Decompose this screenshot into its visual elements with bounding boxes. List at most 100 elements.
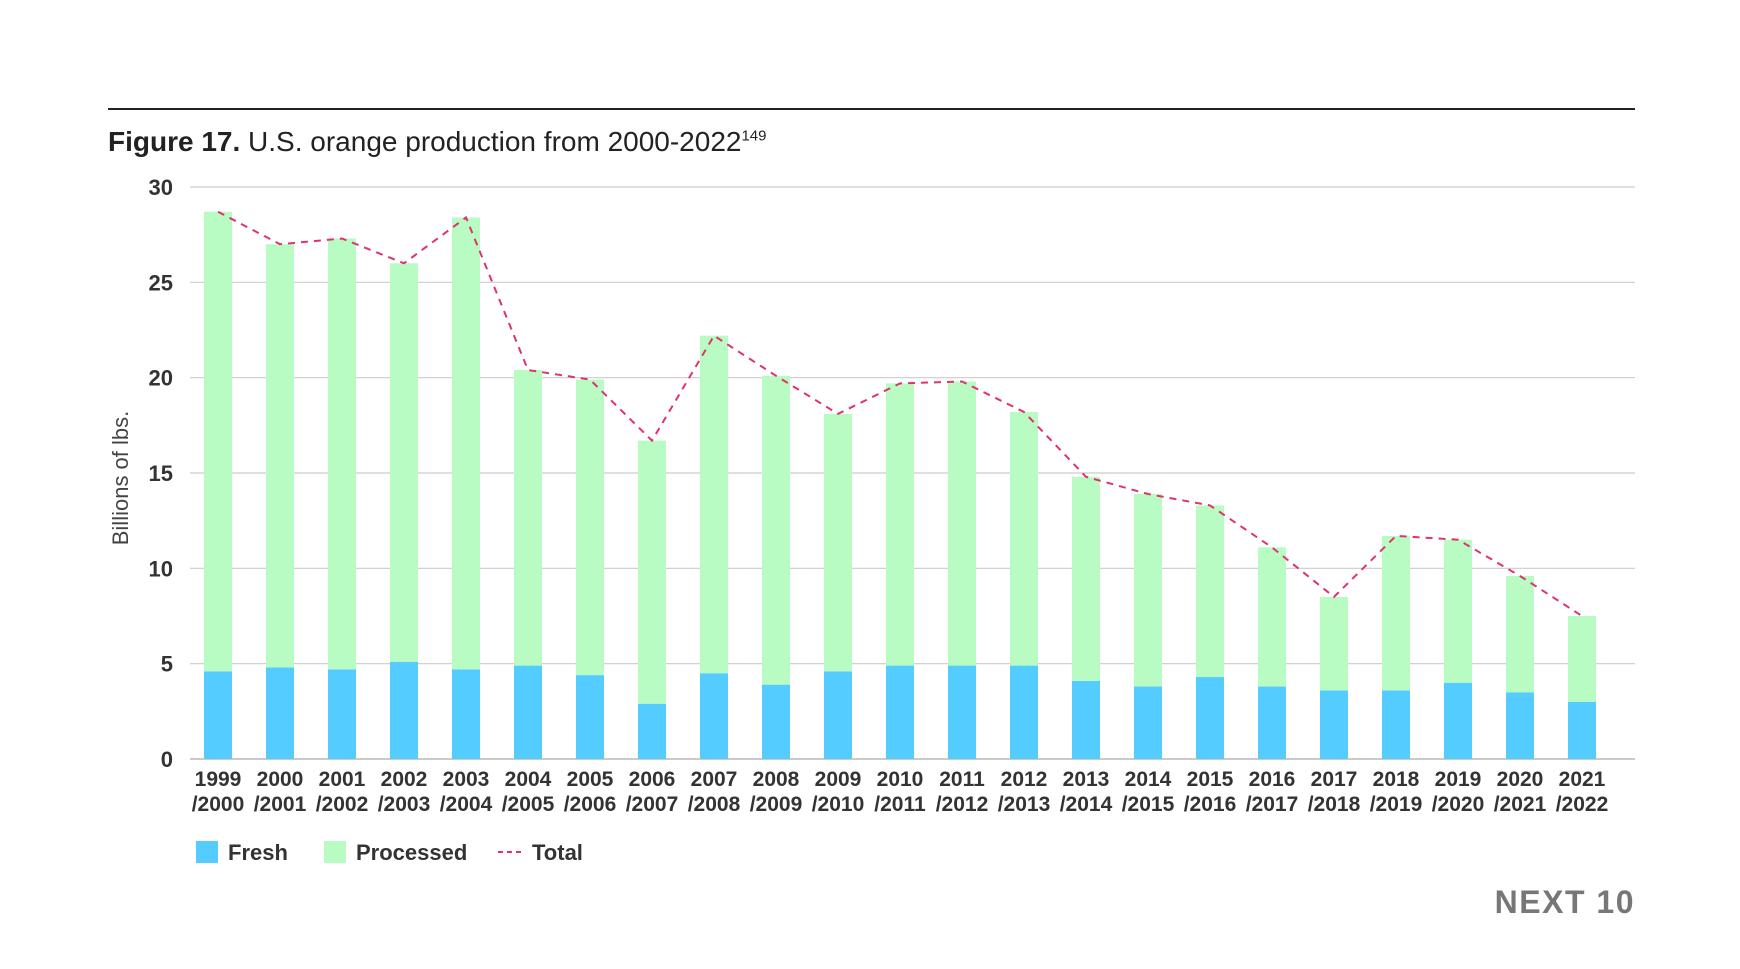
x-tick-label-year: 2003 [443, 768, 490, 791]
total-line-group [217, 210, 1583, 617]
total-line [217, 210, 1583, 617]
x-tick-label-season: /2003 [378, 793, 431, 816]
bar-processed-3 [390, 263, 418, 662]
x-tick-label-season: /2001 [254, 793, 307, 816]
y-tick-label: 0 [161, 747, 173, 772]
bar-fresh-16 [1196, 677, 1224, 759]
figure-title-text: U.S. orange production from 2000-2022 [248, 126, 742, 157]
top-rule [108, 108, 1635, 110]
x-tick-label-year: 2016 [1249, 768, 1296, 791]
legend: Fresh Processed Total [196, 840, 583, 865]
bar-processed-21 [1506, 575, 1534, 693]
bar-processed-19 [1382, 535, 1410, 691]
legend-swatch-fresh [196, 841, 218, 863]
bar-fresh-10 [824, 671, 852, 759]
y-tick-label: 15 [149, 461, 173, 486]
x-tick-label-season: /2008 [688, 793, 741, 816]
figure-label: Figure 17. [108, 126, 241, 157]
x-tick-label-season: /2021 [1494, 793, 1547, 816]
y-tick-label: 25 [149, 270, 173, 295]
bar-fresh-14 [1072, 680, 1100, 759]
bar-processed-4 [452, 217, 480, 670]
x-tick-label-year: 2014 [1125, 768, 1172, 791]
bars [204, 211, 1596, 759]
y-tick-label: 30 [149, 175, 173, 200]
x-tick-label-year: 2000 [257, 768, 304, 791]
x-tick-label-year: 2012 [1001, 768, 1048, 791]
bar-fresh-8 [700, 673, 728, 759]
x-tick-label-season: /2015 [1122, 793, 1175, 816]
bar-fresh-21 [1506, 692, 1534, 759]
x-tick-label-year: 2015 [1187, 768, 1234, 791]
bar-fresh-5 [514, 665, 542, 759]
bar-processed-15 [1134, 493, 1162, 687]
x-tick-label-season: /2014 [1060, 793, 1113, 816]
x-tick-label-year: 2002 [381, 768, 428, 791]
bar-processed-14 [1072, 476, 1100, 681]
y-tick-label: 20 [149, 366, 173, 391]
x-tick-label-season: /2020 [1432, 793, 1485, 816]
x-tick-label-season: /2004 [440, 793, 493, 816]
x-tick-label-season: /2017 [1246, 793, 1299, 816]
x-tick-label-year: 2004 [505, 768, 552, 791]
bar-fresh-20 [1444, 682, 1472, 759]
bar-processed-10 [824, 413, 852, 672]
x-tick-label-season: /2009 [750, 793, 803, 816]
brand-logo: NEXT 10 [1494, 884, 1635, 920]
bar-fresh-17 [1258, 686, 1286, 759]
x-tick-label-season: /2019 [1370, 793, 1423, 816]
bar-fresh-2 [328, 669, 356, 759]
x-tick-label-year: 2010 [877, 768, 924, 791]
x-tick-label-year: 2017 [1311, 768, 1358, 791]
x-tick-label-season: /2022 [1556, 793, 1609, 816]
bar-processed-20 [1444, 539, 1472, 683]
legend-swatch-processed [324, 841, 346, 863]
bar-fresh-12 [948, 665, 976, 759]
x-tick-label-season: /2016 [1184, 793, 1237, 816]
x-tick-label-season: /2018 [1308, 793, 1361, 816]
bar-processed-11 [886, 383, 914, 666]
x-tick-label-year: 2020 [1497, 768, 1544, 791]
bar-processed-0 [204, 211, 232, 672]
bar-fresh-0 [204, 671, 232, 759]
x-tick-label-season: /2000 [192, 793, 245, 816]
x-tick-label-year: 2011 [939, 768, 985, 791]
x-tick-label-season: /2013 [998, 793, 1051, 816]
x-tick-label-year: 2005 [567, 768, 614, 791]
x-axis-ticks: 1999/2000 2000/2001 2001/2002 2002/2003 2003… [192, 768, 1609, 816]
bar-processed-12 [948, 381, 976, 666]
bar-fresh-22 [1568, 701, 1596, 759]
bar-fresh-6 [576, 675, 604, 759]
x-tick-label-year: 2019 [1435, 768, 1482, 791]
bar-fresh-13 [1010, 665, 1038, 759]
bar-processed-17 [1258, 547, 1286, 687]
bar-fresh-1 [266, 667, 294, 759]
legend-label-processed: Processed [356, 840, 467, 865]
bar-fresh-15 [1134, 686, 1162, 759]
x-tick-label-year: 1999 [195, 768, 242, 791]
x-tick-label-season: /2006 [564, 793, 617, 816]
bar-processed-7 [638, 440, 666, 704]
x-tick-label-year: 2006 [629, 768, 676, 791]
x-tick-label-year: 2009 [815, 768, 862, 791]
figure-footnote: 149 [741, 127, 767, 145]
x-tick-label-season: /2007 [626, 793, 679, 816]
y-tick-label: 5 [161, 652, 173, 677]
x-tick-label-season: /2011 [874, 793, 926, 816]
x-tick-label-season: /2010 [812, 793, 865, 816]
bar-fresh-19 [1382, 690, 1410, 759]
bar-processed-5 [514, 370, 542, 666]
bar-processed-8 [700, 335, 728, 674]
x-tick-label-season: /2002 [316, 793, 369, 816]
y-axis-ticks: 0 5 10 15 20 25 30 [149, 175, 173, 772]
x-tick-label-season: /2005 [502, 793, 555, 816]
y-tick-label: 10 [149, 556, 173, 581]
bar-processed-13 [1010, 411, 1038, 666]
y-axis-label: Billions of lbs. [108, 411, 133, 546]
bar-fresh-11 [886, 665, 914, 759]
bar-processed-9 [762, 375, 790, 685]
bar-fresh-9 [762, 684, 790, 759]
x-tick-label-year: 2013 [1063, 768, 1110, 791]
bar-fresh-4 [452, 669, 480, 759]
